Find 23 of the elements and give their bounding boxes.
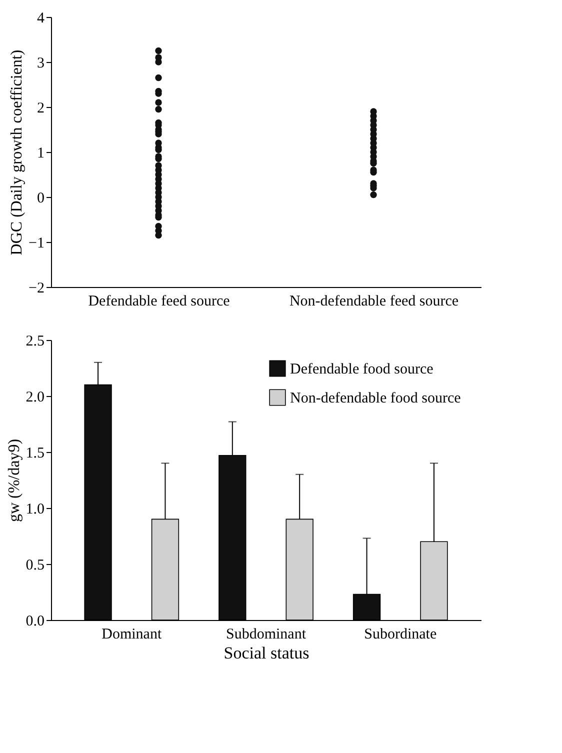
x-axis-title: Social status — [224, 644, 310, 662]
y-tick-label: 0 — [37, 190, 44, 206]
x-tick-label: Non-defendable feed source — [289, 294, 459, 310]
y-tick-label: 3 — [37, 56, 44, 72]
y-tick-label: 4 — [37, 10, 45, 26]
x-tick-label: Subdominant — [226, 626, 307, 642]
y-tick-label: 2 — [37, 100, 44, 116]
y-tick-label: −1 — [28, 236, 44, 252]
x-tick-label: Dominant — [102, 626, 162, 642]
y-tick-label: 0.0 — [26, 614, 44, 630]
y-tick-label: 1.5 — [26, 446, 44, 462]
x-tick-label: Defendable feed source — [88, 294, 230, 310]
y-tick-label: 1 — [37, 146, 44, 162]
x-tick-label: Subordinate — [364, 626, 437, 642]
y-tick-label: −2 — [28, 280, 44, 296]
y-axis-title: gw (%/day9) — [6, 438, 23, 522]
legend-label: Defendable food source — [290, 362, 434, 378]
y-axis-title: DGC (Daily growth coefficient) — [8, 50, 26, 256]
y-tick-label: 2.0 — [26, 390, 44, 406]
legend-label: Non-defendable food source — [290, 390, 462, 406]
y-tick-label: 2.5 — [26, 334, 44, 350]
y-tick-label: 0.5 — [26, 558, 44, 574]
y-tick-label: 1.0 — [26, 502, 44, 518]
